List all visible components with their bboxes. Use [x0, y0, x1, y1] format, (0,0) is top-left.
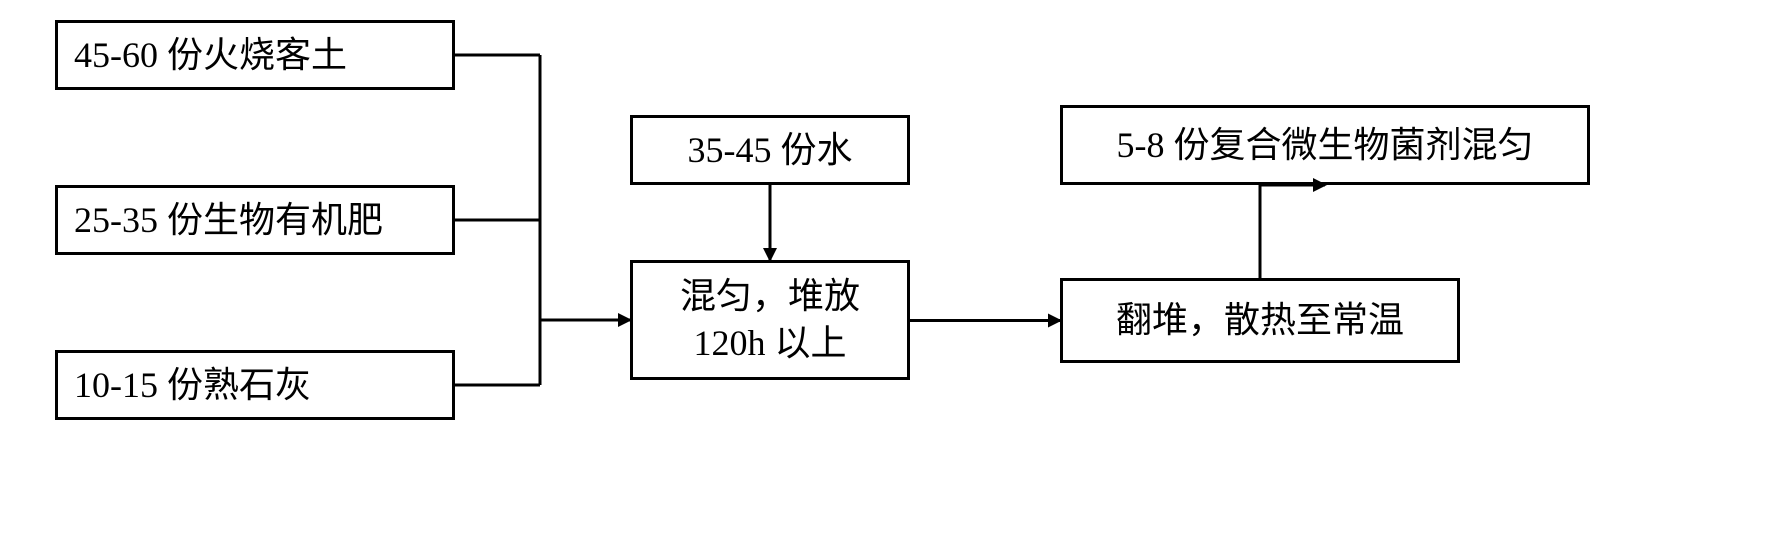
box-input1: 45-60 份火烧客土: [55, 20, 455, 90]
box-input2: 25-35 份生物有机肥: [55, 185, 455, 255]
box-water: 35-45 份水: [630, 115, 910, 185]
box-turn: 翻堆，散热至常温: [1060, 278, 1460, 363]
box-mix: 混匀，堆放 120h 以上: [630, 260, 910, 380]
box-input3: 10-15 份熟石灰: [55, 350, 455, 420]
box-agent: 5-8 份复合微生物菌剂混匀: [1060, 105, 1590, 185]
